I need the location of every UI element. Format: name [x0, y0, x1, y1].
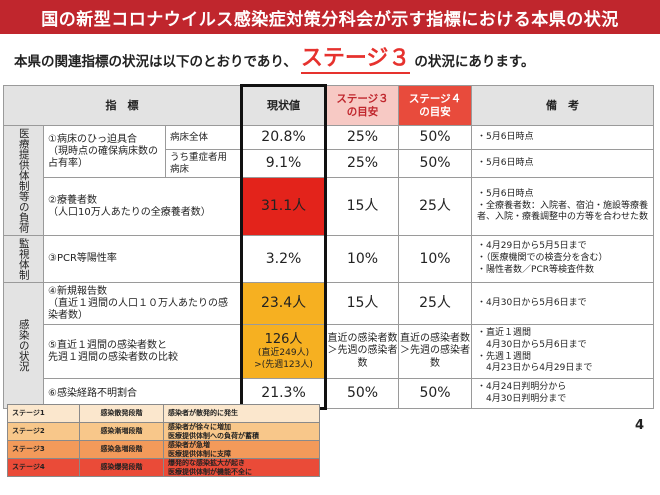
- legend-stage: ステージ2: [7, 422, 80, 441]
- current-stage-label: ステージ３: [300, 46, 411, 74]
- legend-row-stage2: ステージ2 感染漸増段階 感染者が徐々に増加 医療提供体制への負荷が蓄積: [7, 422, 320, 441]
- header-stage3-line1: ステージ３: [336, 92, 389, 105]
- stage3-value: 50%: [325, 378, 400, 409]
- legend-row-stage1: ステージ1 感染散発段階 感染者が散発的に発生: [7, 404, 320, 423]
- legend-stage: ステージ1: [7, 404, 80, 423]
- indicator-weekly-comparison: ⑤直近１週間の感染者数と 先週１週間の感染者数の比較: [42, 324, 243, 379]
- remarks: ・5月6日時点: [471, 125, 655, 150]
- remarks: ・5月6日時点: [471, 149, 655, 178]
- stage4-value: 50%: [398, 378, 473, 409]
- summary-sentence: 本県の関連指標の状況は以下のとおりであり、 ステージ３ の状況にあります。: [14, 44, 654, 76]
- legend-phase: 感染漸増段階: [79, 422, 164, 441]
- remarks: ・5月6日時点 ・全療養者数：入院者、宿泊・施設等療養者、入院・療養調整中の方等…: [471, 177, 655, 236]
- table-row: 監視体制 ③PCR等陽性率 3.2% 10% 10% ・4月29日から5月5日ま…: [3, 235, 655, 283]
- header-stage4-line1: ステージ４: [408, 92, 462, 105]
- legend-phase: 感染散発段階: [79, 404, 164, 423]
- table-row: 感染の状況 ④新規報告数 （直近１週間の人口１０万人あたりの感染者数） 23.4…: [3, 282, 655, 409]
- table-row: ②療養者数 （人口10万人あたりの全療養者数） 31.1人 15人 25人 ・5…: [4, 177, 655, 236]
- header-current: 現状値: [240, 84, 328, 126]
- table-row: 医療提供体制等の負荷 ①病床のひっ迫具合 （現時点の確保病床数の占有率） 病床全…: [3, 125, 655, 236]
- header-indicator: 指 標: [2, 85, 243, 126]
- legend-description: 感染者が徐々に増加 医療提供体制への負荷が蓄積: [163, 422, 320, 441]
- summary-suffix: の状況にあります。: [414, 54, 535, 70]
- current-value-previous: >(先週123人): [254, 359, 313, 370]
- stage4-value: 50%: [398, 125, 473, 150]
- legend-row-stage4: ステージ4 感染爆発段階 爆発的な感染拡大が起き 医療提供体制が機能不全に: [7, 458, 320, 477]
- stage3-value: 15人: [325, 177, 400, 236]
- table-row: ⑥感染経路不明割合 21.3% 50% 50% ・4月24日判明分から 4月30…: [4, 378, 655, 410]
- remarks: ・4月24日判明分から 4月30日判明分まで: [471, 378, 655, 409]
- current-value: 126人 (直近249人) >(先週123人): [240, 324, 328, 379]
- current-value-recent: (直近249人): [257, 348, 310, 359]
- remarks: ・4月29日から5月5日まで ・（医療機関での検査分を含む） ・陽性者数／PCR…: [471, 235, 655, 283]
- current-value: 9.1%: [240, 149, 328, 178]
- legend-description: 感染者が散発的に発生: [163, 404, 320, 423]
- table-header-row: 指 標 現状値 ステージ３ の目安 ステージ４ の目安 備 考: [2, 84, 655, 126]
- current-value-main: 126人: [264, 332, 303, 348]
- header-stage4-line2: の目安: [419, 105, 451, 118]
- stage3-value: 15人: [325, 282, 400, 325]
- category-infection: 感染の状況: [3, 282, 44, 409]
- stage4-value: 50%: [398, 149, 473, 178]
- table-row: ⑤直近１週間の感染者数と 先週１週間の感染者数の比較 126人 (直近249人)…: [4, 324, 655, 379]
- legend-row-stage3: ステージ3 感染急増段階 感染者が急増 医療提供体制に支障: [7, 440, 320, 459]
- indicator-new-cases: ④新規報告数 （直近１週間の人口１０万人あたりの感染者数）: [42, 282, 243, 325]
- indicator-table: 指 標 現状値 ステージ３ の目安 ステージ４ の目安 備 考 医療提供体制等の…: [2, 84, 655, 410]
- indicator-pcr: ③PCR等陽性率: [42, 235, 243, 283]
- stage3-value: 25%: [325, 149, 400, 178]
- sub-indicator-all-beds: 病床全体: [164, 125, 243, 150]
- remarks: ・4月30日から5月6日まで: [471, 282, 655, 325]
- slide-title: 国の新型コロナウイルス感染症対策分科会が示す指標における本県の状況: [0, 0, 660, 34]
- legend-stage: ステージ3: [7, 440, 80, 459]
- stage4-value: 25人: [398, 177, 473, 236]
- stage3-value: 25%: [325, 125, 400, 150]
- category-medical: 医療提供体制等の負荷: [3, 125, 44, 236]
- stage-legend: ステージ1 感染散発段階 感染者が散発的に発生 ステージ2 感染漸増段階 感染者…: [7, 404, 320, 477]
- stage3-value: 直近の感染者数＞先週の感染者数: [325, 324, 400, 379]
- stage4-value: 直近の感染者数＞先週の感染者数: [398, 324, 473, 379]
- legend-description: 感染者が急増 医療提供体制に支障: [163, 440, 320, 459]
- legend-description: 爆発的な感染拡大が起き 医療提供体制が機能不全に: [163, 458, 320, 477]
- remarks: ・直近１週間 4月30日から5月6日まで ・先週１週間 4月23日から4月29日…: [471, 324, 655, 379]
- indicator-bed-occupancy: ①病床のひっ迫具合 （現時点の確保病床数の占有率）: [43, 125, 166, 178]
- header-stage4: ステージ４ の目安: [398, 85, 473, 126]
- current-value: 31.1人: [240, 177, 328, 236]
- legend-phase: 感染急増段階: [79, 440, 164, 459]
- legend-stage: ステージ4: [7, 458, 80, 477]
- current-value: 20.8%: [240, 125, 328, 150]
- stage3-value: 10%: [325, 235, 400, 283]
- legend-phase: 感染爆発段階: [79, 458, 164, 477]
- header-stage3-line2: の目安: [346, 105, 379, 118]
- current-value: 3.2%: [240, 235, 328, 283]
- page-number: 4: [634, 418, 644, 433]
- header-remarks: 備 考: [471, 85, 655, 126]
- current-value: 23.4人: [240, 282, 328, 325]
- indicator-unknown-route: ⑥感染経路不明割合: [42, 378, 243, 409]
- summary-prefix: 本県の関連指標の状況は以下のとおりであり、: [14, 54, 297, 70]
- header-stage3: ステージ３ の目安: [325, 85, 400, 126]
- stage4-value: 10%: [398, 235, 473, 283]
- stage4-value: 25人: [398, 282, 473, 325]
- sub-indicator-severe-beds: うち重症者用病床: [164, 149, 243, 178]
- indicator-patients: ②療養者数 （人口10万人あたりの全療養者数）: [42, 177, 243, 236]
- category-monitoring: 監視体制: [3, 235, 44, 283]
- table-row: うち重症者用病床 9.1% 25% 50% ・5月6日時点: [4, 149, 655, 178]
